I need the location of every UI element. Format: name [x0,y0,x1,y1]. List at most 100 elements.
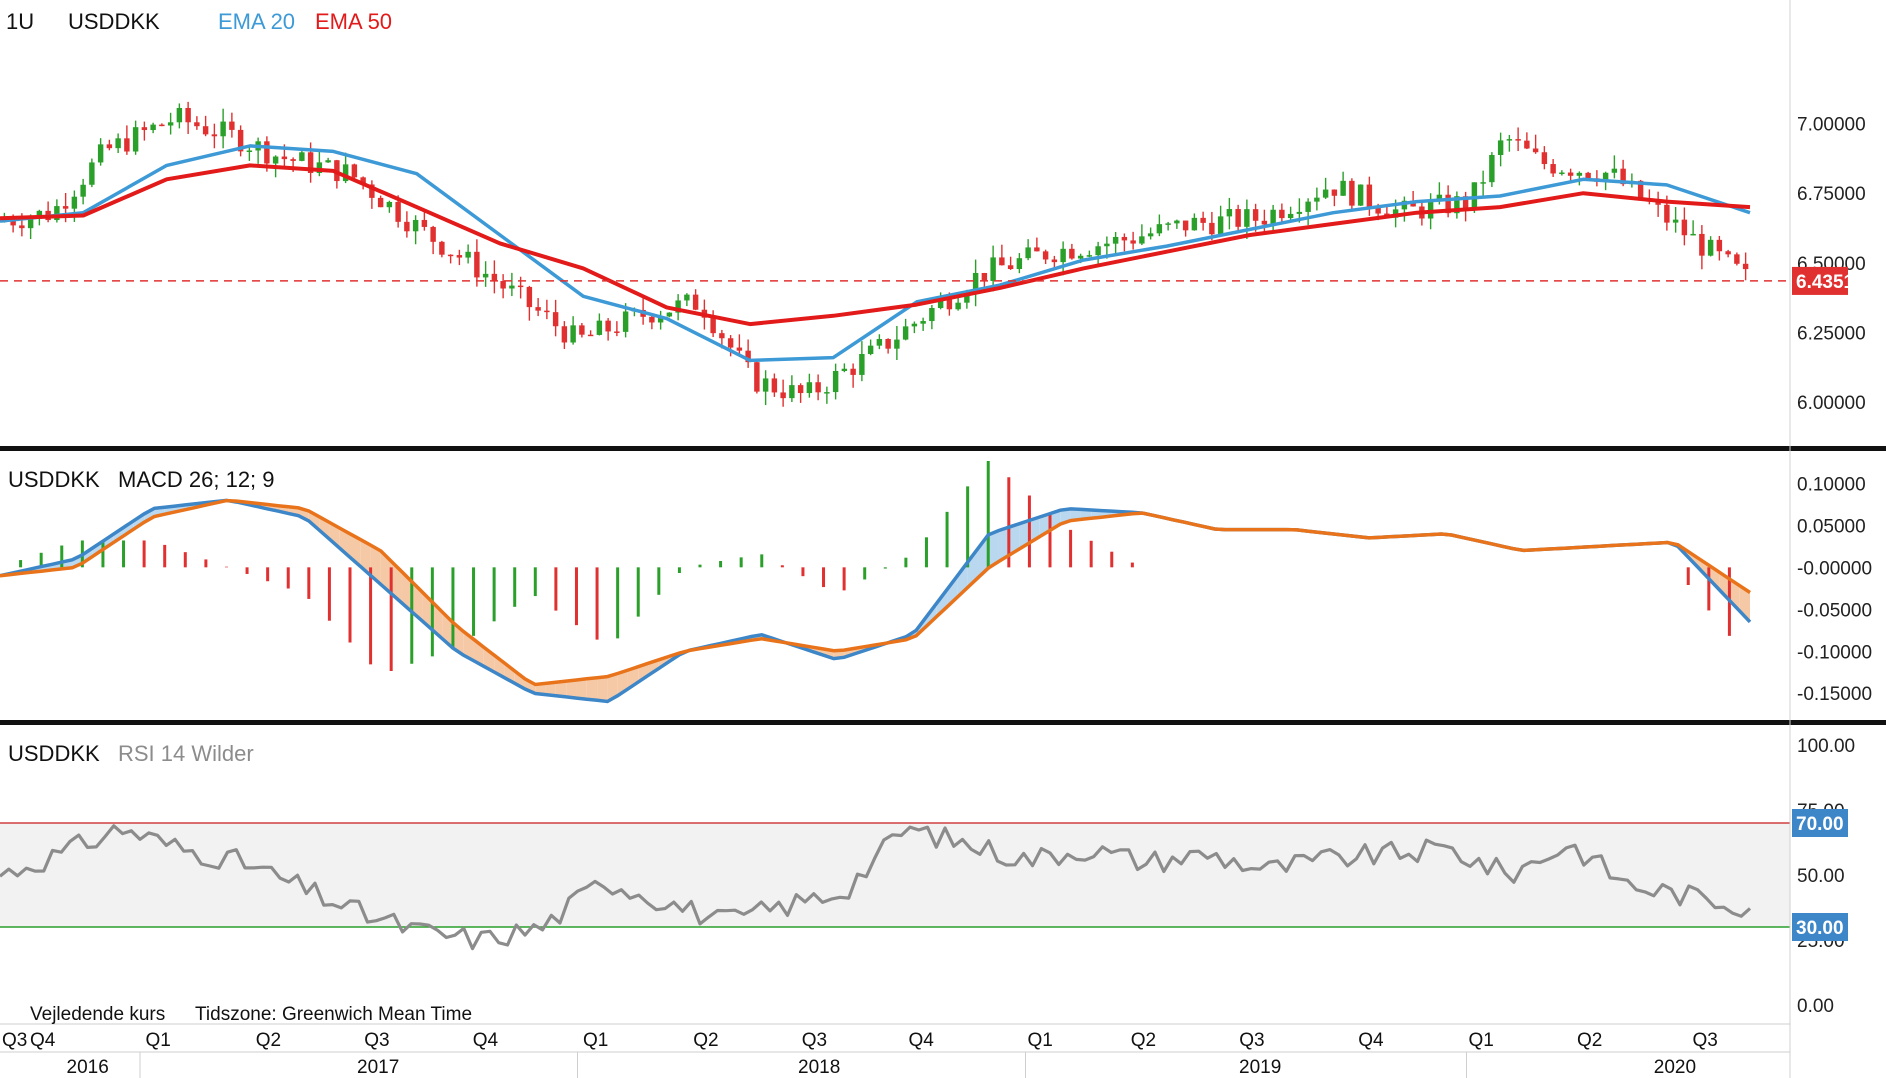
candle-body[interactable] [1314,197,1320,202]
candle-body[interactable] [1209,222,1215,235]
candle-body[interactable] [1244,209,1250,227]
candle-body[interactable] [1147,233,1154,237]
candle-body[interactable] [1174,220,1180,224]
candle-body[interactable] [299,152,305,161]
candle-body[interactable] [605,320,611,332]
candle-body[interactable] [885,339,891,349]
candle-body[interactable] [649,316,655,323]
candle-body[interactable] [1524,140,1530,149]
candle-body[interactable] [19,225,25,229]
candle-body[interactable] [229,121,235,130]
candle-body[interactable] [1707,239,1714,256]
candle-body[interactable] [1034,247,1040,252]
candle-body[interactable] [36,210,43,219]
candle-body[interactable] [1436,194,1443,202]
candle-body[interactable] [1226,209,1233,217]
candle-body[interactable] [859,353,865,375]
candle-body[interactable] [404,221,410,232]
candle-body[interactable] [377,197,384,208]
candle-body[interactable] [474,251,480,278]
candle-body[interactable] [579,325,585,335]
candle-body[interactable] [762,378,769,392]
candle-body[interactable] [395,201,401,222]
candle-body[interactable] [1165,223,1171,225]
candle-body[interactable] [1112,236,1119,244]
candle-body[interactable] [1585,172,1591,179]
candle-body[interactable] [1550,164,1556,174]
candle-body[interactable] [1252,209,1259,221]
candle-body[interactable] [1602,172,1609,182]
candle-body[interactable] [325,160,331,163]
candle-body[interactable] [596,320,603,335]
candle-body[interactable] [894,339,900,349]
candle-body[interactable] [316,162,323,173]
ema20-line[interactable] [0,144,1751,363]
candle-body[interactable] [981,272,988,281]
candle-body[interactable] [465,251,471,258]
candle-body[interactable] [946,299,953,310]
candle-body[interactable] [97,144,104,163]
candle-body[interactable] [1559,172,1565,175]
candle-body[interactable] [351,164,358,178]
candle-body[interactable] [1532,148,1539,153]
candle-body[interactable] [1664,204,1670,223]
candle-body[interactable] [1349,180,1355,206]
candle-body[interactable] [1690,233,1696,236]
candle-body[interactable] [80,184,86,197]
candle-body[interactable] [54,206,60,221]
candle-body[interactable] [570,325,576,343]
candle-body[interactable] [850,368,856,375]
candle-body[interactable] [552,312,559,327]
candle-body[interactable] [1462,196,1469,209]
candle-body[interactable] [1375,207,1381,214]
candle-body[interactable] [1357,184,1364,206]
candle-body[interactable] [824,392,830,394]
candle-body[interactable] [911,323,918,327]
candle-body[interactable] [771,378,778,393]
candle-body[interactable] [517,285,524,288]
candle-body[interactable] [1480,182,1486,184]
candle-body[interactable] [815,382,821,393]
candle-body[interactable] [526,286,533,308]
candle-body[interactable] [132,127,139,152]
candle-body[interactable] [587,334,594,337]
candle-body[interactable] [1340,180,1346,196]
candle-body[interactable] [1515,139,1521,141]
candle-body[interactable] [89,162,95,185]
candle-body[interactable] [1287,213,1294,219]
candle-body[interactable] [1322,189,1329,198]
candle-body[interactable] [1716,239,1723,252]
candle-body[interactable] [1095,246,1101,256]
candle-body[interactable] [806,382,813,394]
macd-panel[interactable] [0,460,1752,704]
candle-body[interactable] [1086,255,1093,257]
candle-body[interactable] [1489,154,1495,183]
candle-body[interactable] [1200,217,1206,223]
candle-body[interactable] [1454,196,1460,214]
candle-body[interactable] [1191,217,1198,231]
candle-body[interactable] [141,127,148,131]
candle-body[interactable] [614,331,620,333]
candle-body[interactable] [1130,240,1136,244]
candle-body[interactable] [1279,209,1285,219]
candle-body[interactable] [1331,189,1338,196]
candle-body[interactable] [482,273,489,278]
panel-separator[interactable] [0,446,1886,451]
candle-body[interactable] [692,294,699,310]
candle-body[interactable] [789,385,795,399]
candle-body[interactable] [159,124,165,127]
candle-body[interactable] [10,220,16,226]
candle-body[interactable] [1121,236,1128,241]
candle-body[interactable] [491,273,498,282]
candle-body[interactable] [1156,224,1163,234]
candle-body[interactable] [71,196,78,209]
candle-body[interactable] [1069,248,1075,259]
candle-body[interactable] [1217,216,1224,235]
candle-body[interactable] [1699,233,1705,256]
candle-body[interactable] [439,241,445,255]
candle-body[interactable] [710,317,716,334]
ema20-legend[interactable]: EMA 20 [218,9,295,34]
candle-body[interactable] [937,299,944,309]
candle-body[interactable] [509,285,515,289]
candle-body[interactable] [1620,168,1626,185]
